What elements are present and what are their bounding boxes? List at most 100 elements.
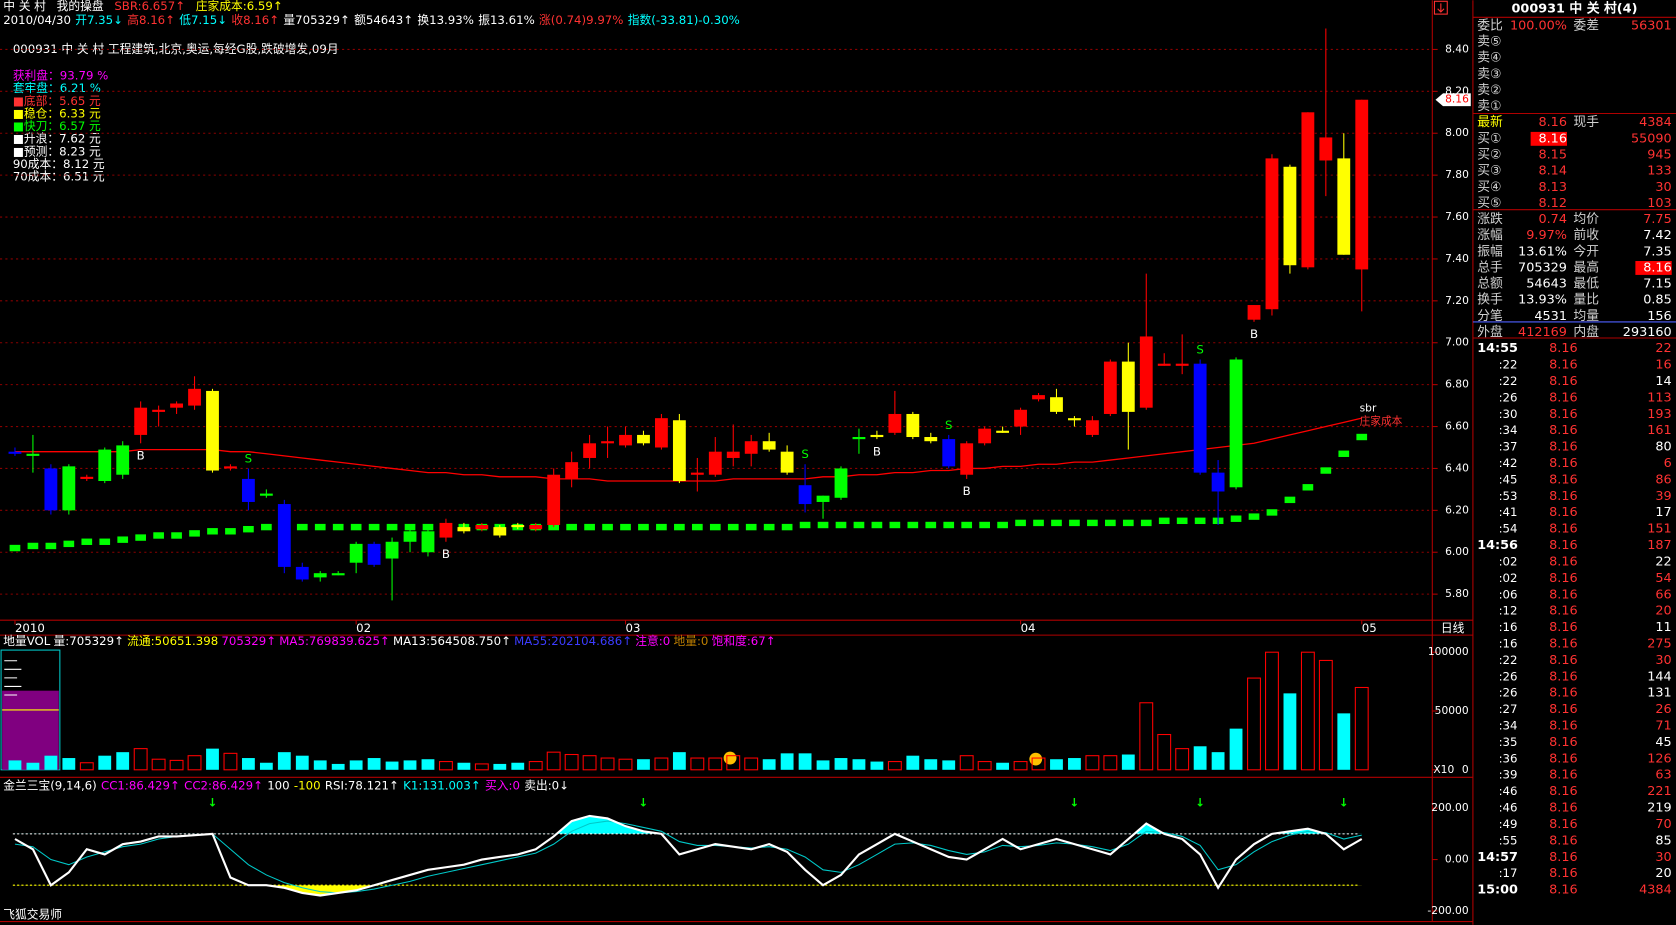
tick-volume: 161 bbox=[1647, 423, 1671, 438]
cost-dash bbox=[817, 521, 829, 529]
volume-bar bbox=[313, 760, 327, 770]
chip-legend-item: 获利盘：93.79 % bbox=[13, 69, 109, 83]
tick-volume: 39 bbox=[1655, 489, 1671, 504]
cost-dash bbox=[63, 540, 75, 548]
tick-time: :30 bbox=[1499, 407, 1518, 421]
y-tick-label: 6.80 bbox=[1445, 378, 1469, 391]
volume-bar bbox=[1229, 728, 1243, 770]
cost-dash bbox=[799, 521, 811, 529]
quote-value: 133 bbox=[1647, 164, 1671, 179]
cost-dash bbox=[9, 544, 21, 552]
header-item: 买入:0 bbox=[485, 778, 520, 792]
header-item: 指数(-33.81)-0.30% bbox=[628, 13, 740, 27]
volume-bar bbox=[618, 758, 633, 771]
tick-time: :37 bbox=[1499, 440, 1518, 454]
header-item: 涨(0.74)9.97% bbox=[539, 13, 623, 27]
cost-dash bbox=[709, 523, 721, 531]
header-item: 705329↑ bbox=[221, 634, 276, 648]
cost-dash bbox=[889, 521, 901, 529]
volume-bar bbox=[169, 759, 184, 771]
signal-label: B bbox=[137, 449, 145, 463]
tick-volume: 6 bbox=[1664, 456, 1672, 471]
tick-volume: 11 bbox=[1655, 620, 1671, 635]
header-item: CC2:86.429↑ bbox=[184, 778, 263, 792]
cost-dash bbox=[1051, 519, 1062, 527]
quote-value: 54643 bbox=[1526, 277, 1567, 292]
volume-bar bbox=[1103, 755, 1118, 771]
tick-time: :49 bbox=[1499, 817, 1518, 831]
tick-volume: 70 bbox=[1655, 817, 1671, 832]
candle-body bbox=[924, 437, 938, 442]
volume-bar bbox=[1068, 758, 1081, 770]
tick-price: 8.16 bbox=[1549, 833, 1578, 848]
volume-bar bbox=[331, 763, 345, 770]
y-tick-label: 100000 bbox=[1428, 645, 1469, 658]
tick-time: :45 bbox=[1499, 472, 1518, 486]
tick-volume: 22 bbox=[1655, 554, 1671, 569]
tick-price: 8.16 bbox=[1549, 620, 1578, 635]
tick-time: :12 bbox=[1499, 604, 1518, 618]
volume-bar bbox=[1013, 761, 1028, 771]
quote-value: 945 bbox=[1647, 147, 1671, 162]
candle-body bbox=[152, 409, 166, 412]
header-item: -100 bbox=[294, 778, 321, 792]
volume-bar bbox=[8, 760, 22, 770]
tick-time: 15:00 bbox=[1477, 883, 1518, 898]
tick-time: :55 bbox=[1499, 833, 1518, 847]
icon-frame[interactable] bbox=[1433, 0, 1448, 15]
quote-value: 100.00% bbox=[1510, 18, 1567, 33]
tick-price: 8.16 bbox=[1549, 358, 1578, 373]
volume-bar bbox=[852, 759, 866, 770]
volume-bar bbox=[438, 761, 453, 771]
candle-body bbox=[98, 449, 112, 482]
quote-label: 涨幅 bbox=[1477, 228, 1503, 243]
tick-price: 8.16 bbox=[1549, 702, 1578, 717]
candle-body bbox=[708, 451, 722, 475]
cost-dash bbox=[45, 542, 57, 550]
header-item: 卖出:0↓ bbox=[524, 778, 569, 792]
header-item: 注意:0 bbox=[635, 634, 670, 648]
candle-body bbox=[834, 468, 848, 498]
candle-body bbox=[224, 466, 237, 469]
value-highlight bbox=[1635, 261, 1672, 275]
tick-time: :36 bbox=[1499, 751, 1518, 765]
header-item: 地量:0 bbox=[673, 634, 708, 648]
volume-bar bbox=[403, 760, 417, 770]
cost-dash bbox=[1266, 509, 1278, 516]
cost-dash bbox=[27, 542, 39, 550]
signal-label: S bbox=[245, 451, 252, 465]
chip-legend-item: ■底部：5.65 元 bbox=[13, 94, 101, 108]
tick-volume: 30 bbox=[1655, 850, 1671, 865]
icon-arrow[interactable] bbox=[1437, 3, 1445, 13]
tick-price: 8.16 bbox=[1549, 341, 1578, 356]
tick-price: 8.16 bbox=[1549, 522, 1578, 537]
candle-body bbox=[331, 573, 345, 576]
cost-dash bbox=[171, 532, 182, 539]
tick-volume: 26 bbox=[1655, 702, 1671, 717]
cost-dash bbox=[691, 523, 703, 531]
last-price-box bbox=[1442, 93, 1471, 107]
tick-volume: 219 bbox=[1647, 801, 1671, 816]
quote-label: 最低 bbox=[1573, 277, 1599, 292]
toolbar-icon[interactable] bbox=[1433, 0, 1448, 15]
volume-bar bbox=[98, 755, 112, 770]
volume-bar bbox=[1283, 693, 1297, 770]
cost-dash bbox=[1033, 519, 1044, 527]
candle-body bbox=[1085, 420, 1099, 435]
quote-value: 8.12 bbox=[1538, 196, 1567, 211]
tick-time: 14:57 bbox=[1477, 850, 1518, 865]
header-item: SBR:6.657↑ bbox=[114, 0, 185, 13]
tick-price: 8.16 bbox=[1549, 735, 1578, 750]
quote-label: 卖② bbox=[1477, 83, 1501, 98]
volume-bar bbox=[133, 748, 148, 771]
y-tick-label: 0 bbox=[1462, 763, 1469, 776]
quote-value: 705329 bbox=[1518, 260, 1567, 275]
cost-dash bbox=[368, 523, 380, 531]
tick-price: 8.16 bbox=[1549, 505, 1578, 520]
tick-price: 8.16 bbox=[1549, 472, 1578, 487]
candle-body bbox=[1157, 363, 1171, 366]
volume-bar bbox=[1175, 748, 1190, 771]
y-tick-label: 7.20 bbox=[1445, 294, 1469, 307]
